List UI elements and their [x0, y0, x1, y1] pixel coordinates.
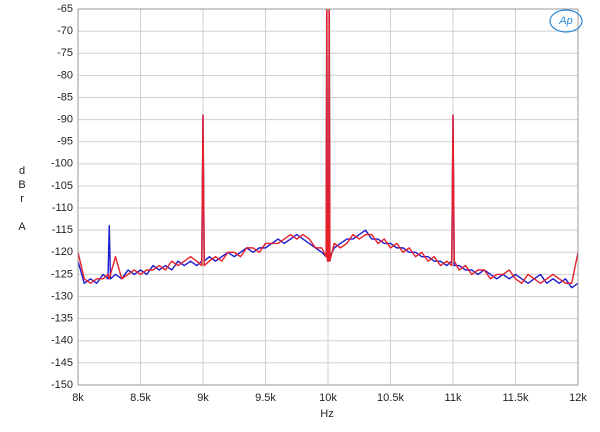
x-tick-label: 11k	[445, 392, 462, 404]
y-tick-label: -90	[57, 113, 73, 125]
y-tick-label: -85	[57, 91, 73, 103]
y-tick-label: -135	[51, 313, 73, 325]
y-tick-label: -125	[51, 268, 73, 280]
y-tick-label: -100	[51, 158, 73, 170]
y-tick-label: -105	[51, 180, 73, 192]
x-tick-label: 10k	[319, 392, 337, 404]
y-axis-label: dBr A	[16, 165, 28, 235]
y-tick-label: -150	[51, 379, 73, 391]
y-tick-label: -110	[52, 202, 73, 214]
y-tick-label: -80	[57, 69, 73, 81]
y-tick-label: -145	[51, 357, 73, 369]
x-tick-label: 12k	[569, 392, 587, 404]
y-tick-label: -65	[57, 3, 73, 15]
x-tick-label: 11.5k	[502, 392, 529, 404]
series-line	[78, 9, 578, 284]
logo: Ap	[558, 15, 572, 27]
y-tick-label: -140	[51, 335, 73, 347]
y-tick-label: -130	[51, 290, 73, 302]
y-tick-label: -70	[57, 25, 73, 37]
x-axis-label: Hz	[320, 408, 333, 420]
logo-ring	[549, 9, 583, 33]
x-tick-label: 8k	[72, 392, 84, 404]
y-tick-label: -120	[51, 246, 73, 258]
plot-frame	[77, 8, 579, 386]
x-tick-label: 8.5k	[130, 392, 151, 404]
y-tick-label: -75	[57, 47, 73, 59]
x-tick-label: 9k	[197, 392, 209, 404]
x-tick-label: 10.5k	[377, 392, 404, 404]
x-tick-label: 9.5k	[255, 392, 276, 404]
y-tick-label: -95	[57, 136, 73, 148]
y-tick-label: -115	[52, 224, 73, 236]
